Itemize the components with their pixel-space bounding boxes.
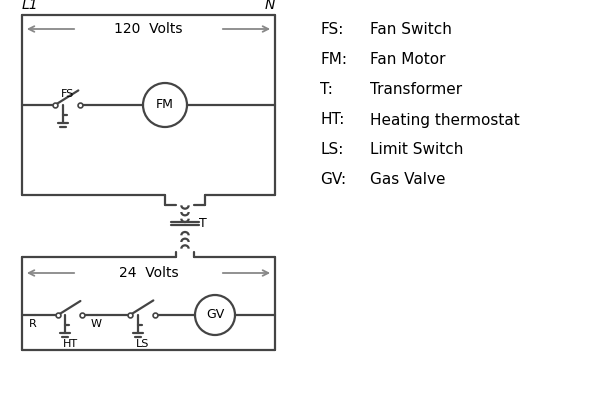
Text: W: W (90, 319, 101, 329)
Text: Limit Switch: Limit Switch (370, 142, 463, 158)
Text: FS:: FS: (320, 22, 343, 38)
Text: L1: L1 (22, 0, 38, 12)
Text: 24  Volts: 24 Volts (119, 266, 178, 280)
Text: GV: GV (206, 308, 224, 322)
Text: FM:: FM: (320, 52, 347, 68)
Text: GV:: GV: (320, 172, 346, 188)
Text: HT: HT (63, 339, 77, 349)
Text: FM: FM (156, 98, 174, 112)
Text: R: R (29, 319, 37, 329)
Text: LS: LS (136, 339, 149, 349)
Text: LS:: LS: (320, 142, 343, 158)
Text: Gas Valve: Gas Valve (370, 172, 445, 188)
Text: 120  Volts: 120 Volts (114, 22, 183, 36)
Text: N: N (265, 0, 275, 12)
Text: Fan Switch: Fan Switch (370, 22, 452, 38)
Text: Transformer: Transformer (370, 82, 462, 98)
Text: HT:: HT: (320, 112, 345, 128)
Text: Fan Motor: Fan Motor (370, 52, 445, 68)
Text: T: T (199, 217, 206, 230)
Text: FS: FS (61, 89, 74, 99)
Text: T:: T: (320, 82, 333, 98)
Text: Heating thermostat: Heating thermostat (370, 112, 520, 128)
